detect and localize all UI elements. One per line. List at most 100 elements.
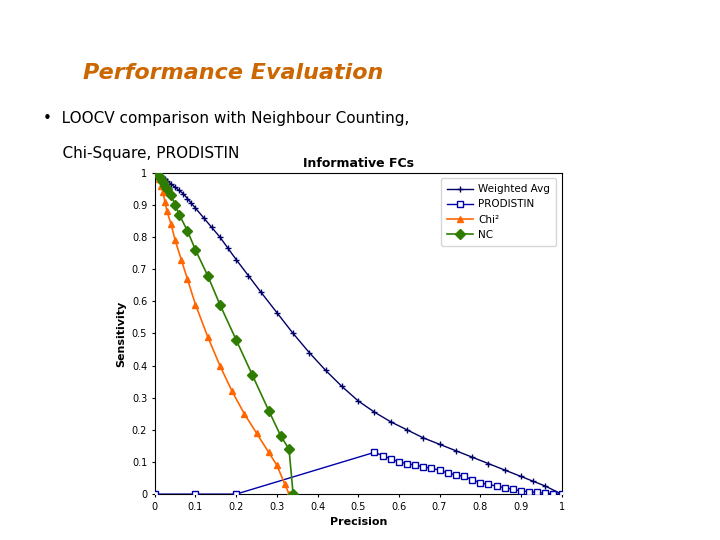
PRODISTIN <box>508 486 517 492</box>
Weighted Avg <box>199 214 208 221</box>
Text: Chi-Square, PRODISTIN: Chi-Square, PRODISTIN <box>43 146 240 161</box>
NC <box>276 433 285 440</box>
Weighted Avg <box>435 441 444 448</box>
NC <box>158 179 167 186</box>
PRODISTIN <box>484 481 492 488</box>
PRODISTIN <box>549 490 558 497</box>
Chi² <box>281 481 289 488</box>
NC <box>161 183 169 189</box>
Weighted Avg <box>156 173 165 179</box>
NC <box>155 173 163 179</box>
NC <box>248 372 257 379</box>
PRODISTIN <box>395 458 403 465</box>
Chi² <box>228 388 236 395</box>
Line: NC: NC <box>153 170 297 497</box>
Weighted Avg <box>557 491 566 497</box>
PRODISTIN <box>468 476 477 483</box>
Weighted Avg <box>215 234 224 240</box>
Weighted Avg <box>187 200 196 207</box>
X-axis label: Precision: Precision <box>330 517 387 527</box>
PRODISTIN <box>427 465 436 471</box>
Chi² <box>177 256 186 263</box>
Weighted Avg <box>167 181 176 187</box>
Chi² <box>163 208 171 214</box>
PRODISTIN <box>557 491 566 497</box>
NC <box>171 202 179 208</box>
PRODISTIN <box>500 484 509 491</box>
Chi² <box>203 333 212 340</box>
PRODISTIN <box>378 453 387 459</box>
Weighted Avg <box>354 397 362 404</box>
Chi² <box>158 189 167 195</box>
Chi² <box>155 176 163 183</box>
Weighted Avg <box>207 224 216 231</box>
Line: Chi²: Chi² <box>153 170 292 497</box>
NC <box>183 227 192 234</box>
Weighted Avg <box>153 170 161 176</box>
Weighted Avg <box>224 245 233 252</box>
PRODISTIN <box>459 473 468 480</box>
NC <box>192 247 200 253</box>
Weighted Avg <box>175 187 184 194</box>
Weighted Avg <box>155 171 163 178</box>
PRODISTIN <box>476 480 485 486</box>
Weighted Avg <box>163 178 171 184</box>
Text: Performance Evaluation: Performance Evaluation <box>83 63 383 83</box>
PRODISTIN <box>387 456 395 462</box>
PRODISTIN <box>533 489 541 496</box>
PRODISTIN <box>451 471 460 478</box>
Weighted Avg <box>192 205 200 211</box>
PRODISTIN <box>192 491 200 497</box>
PRODISTIN <box>516 488 525 494</box>
NC <box>215 301 224 308</box>
Weighted Avg <box>244 272 253 279</box>
Weighted Avg <box>158 174 167 181</box>
Chi² <box>167 221 176 227</box>
Legend: Weighted Avg, PRODISTIN, Chi², NC: Weighted Avg, PRODISTIN, Chi², NC <box>441 178 557 246</box>
Chi² <box>153 170 161 176</box>
Weighted Avg <box>484 460 492 467</box>
Chi² <box>252 430 261 436</box>
Title: Informative FCs: Informative FCs <box>302 157 414 170</box>
Chi² <box>192 301 200 308</box>
NC <box>232 336 240 343</box>
Line: Weighted Avg: Weighted Avg <box>154 170 564 497</box>
Y-axis label: Sensitivity: Sensitivity <box>116 300 126 367</box>
PRODISTIN <box>525 488 534 495</box>
PRODISTIN <box>370 449 379 456</box>
NC <box>264 407 273 414</box>
Weighted Avg <box>516 473 525 480</box>
Weighted Avg <box>161 176 169 183</box>
Weighted Avg <box>528 478 537 484</box>
Weighted Avg <box>338 383 346 390</box>
PRODISTIN <box>492 483 501 489</box>
Weighted Avg <box>387 418 395 425</box>
PRODISTIN <box>541 490 549 496</box>
NC <box>163 186 171 192</box>
NC <box>153 170 161 176</box>
Chi² <box>183 275 192 282</box>
Weighted Avg <box>256 288 265 295</box>
Weighted Avg <box>321 367 330 374</box>
PRODISTIN <box>150 491 159 497</box>
Chi² <box>272 462 281 468</box>
Weighted Avg <box>402 427 411 433</box>
Weighted Avg <box>289 330 297 337</box>
Chi² <box>264 449 273 456</box>
Line: PRODISTIN: PRODISTIN <box>152 450 564 497</box>
Weighted Avg <box>500 467 509 473</box>
PRODISTIN <box>444 470 452 476</box>
Weighted Avg <box>232 256 240 263</box>
Chi² <box>171 237 179 244</box>
Weighted Avg <box>272 309 281 316</box>
Weighted Avg <box>419 435 428 441</box>
Weighted Avg <box>370 409 379 415</box>
PRODISTIN <box>419 463 428 470</box>
Weighted Avg <box>451 448 460 454</box>
Weighted Avg <box>171 184 179 191</box>
NC <box>203 272 212 279</box>
Chi² <box>161 199 169 205</box>
NC <box>284 446 293 453</box>
Chi² <box>156 183 165 189</box>
NC <box>175 211 184 218</box>
